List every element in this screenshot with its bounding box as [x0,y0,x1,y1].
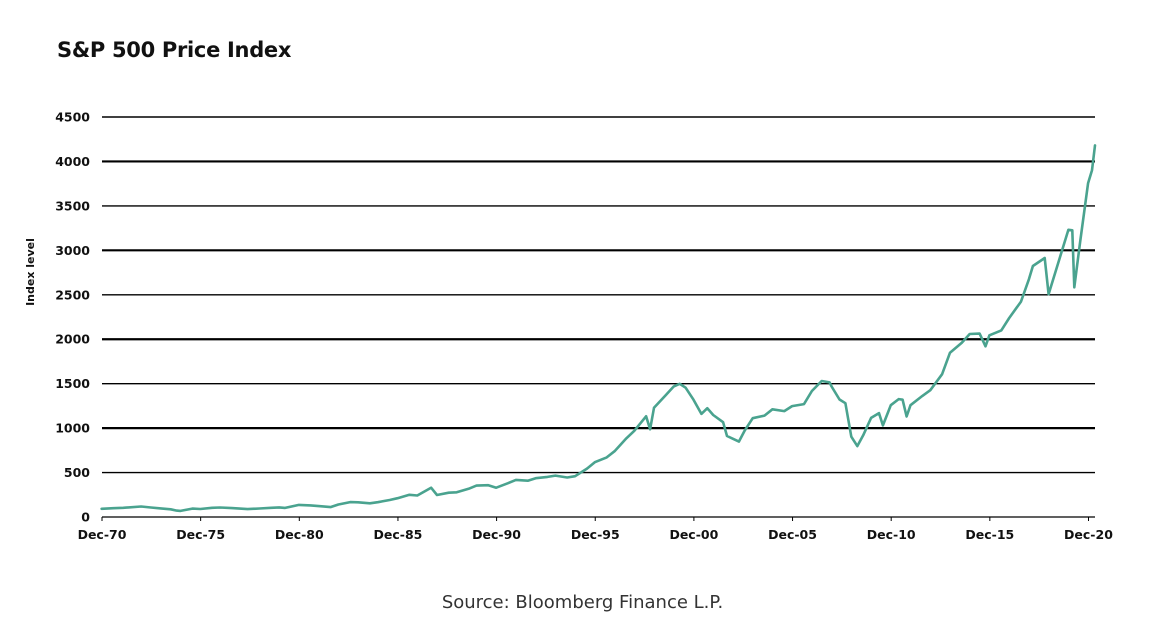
y-tick-label: 3000 [55,243,90,258]
y-tick-label: 2000 [55,332,90,347]
y-tick-label: 1500 [55,376,90,391]
chart-title: S&P 500 Price Index [57,38,292,62]
x-tick-label: Dec-10 [867,527,916,542]
source-note: Source: Bloomberg Finance L.P. [441,592,724,613]
y-tick-label: 500 [64,465,90,480]
x-tick-label: Dec-00 [669,527,718,542]
x-tick-label: Dec-05 [768,527,817,542]
y-axis-ticks: 0 500 1000 1500 2000 2500 3000 3500 4000 4500 [55,110,90,525]
series-group [100,144,1097,513]
x-axis-ticks: Dec-70 Dec-75 Dec-80 Dec-85 Dec-90 Dec-95 Dec-… [78,517,1113,542]
y-tick-label: 4500 [55,110,90,125]
x-tick-label: Dec-15 [965,527,1014,542]
y-axis-label: Index level [24,238,37,306]
y-tick-label: 2500 [55,287,90,302]
y-tick-label: 4000 [55,154,90,169]
gridlines [102,116,1095,518]
series-line-sp500 [100,144,1097,513]
x-tick-label: Dec-90 [472,527,521,542]
y-tick-label: 3500 [55,198,90,213]
x-tick-label: Dec-95 [571,527,620,542]
x-tick-label: Dec-20 [1064,527,1113,542]
x-tick-label: Dec-80 [275,527,324,542]
y-tick-label: 0 [81,510,90,525]
x-tick-label: Dec-85 [374,527,423,542]
x-tick-label: Dec-75 [176,527,225,542]
x-tick-label: Dec-70 [78,527,127,542]
y-tick-label: 1000 [55,421,90,436]
